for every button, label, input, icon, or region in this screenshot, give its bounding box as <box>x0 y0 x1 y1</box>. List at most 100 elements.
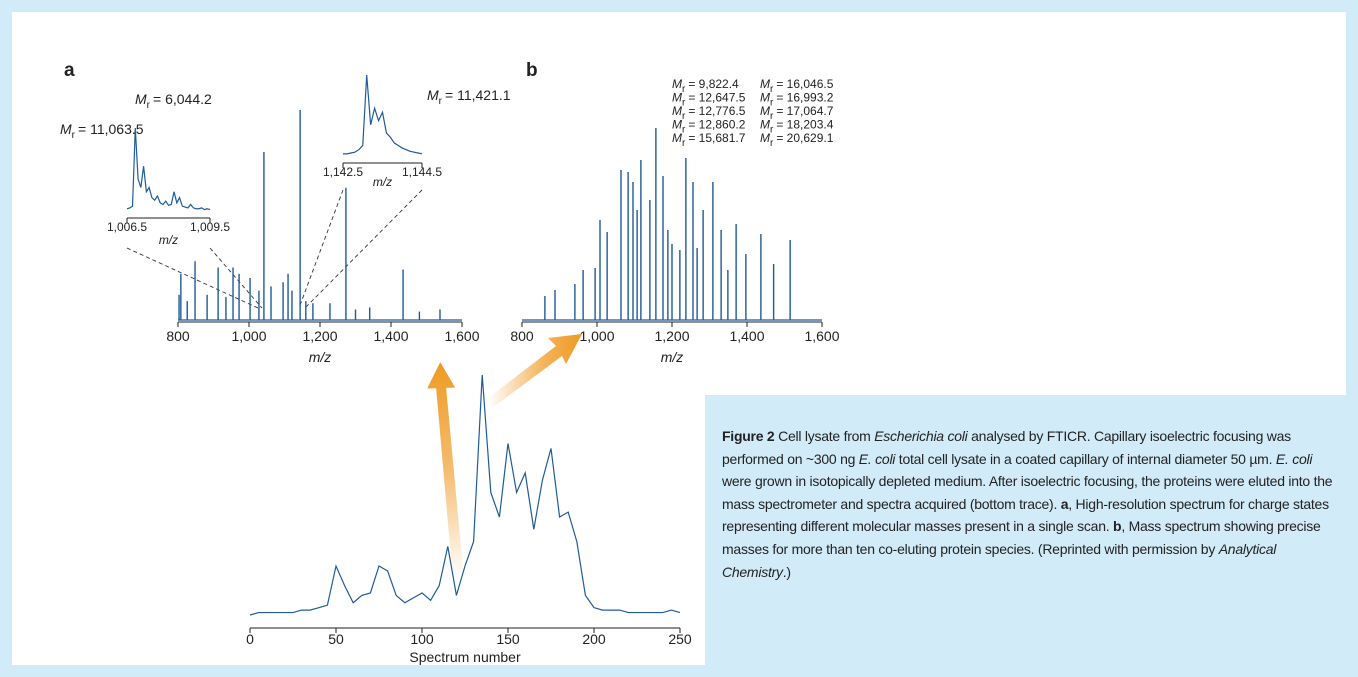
caption-run: .) <box>782 563 791 580</box>
mass-subscript: r <box>682 125 686 136</box>
mass-annotation: Mr = 15,681.7 <box>672 131 746 149</box>
mass-symbol: M <box>672 131 682 145</box>
inset-connectors <box>126 189 423 309</box>
mass-symbol: M <box>60 121 72 137</box>
mass-symbol: M <box>760 118 770 132</box>
mass-symbol: M <box>427 87 439 103</box>
mass-value: = 12,647.5 <box>688 91 745 105</box>
mass-subscript: r <box>147 100 151 111</box>
caption-box <box>705 395 1346 665</box>
mass-value: = 12,860.2 <box>688 118 745 132</box>
mass-value: = 20,629.1 <box>776 131 833 145</box>
mass-annotation: Mr = 11,421.1 <box>427 87 511 107</box>
mass-annotation: Mr = 17,064.7 <box>760 104 834 122</box>
mass-subscript: r <box>439 96 443 107</box>
mass-symbol: M <box>672 104 682 118</box>
connector-line <box>209 247 263 309</box>
mass-symbol: M <box>760 77 770 91</box>
caption-run: total cell lysate in a coated capillary … <box>895 450 1276 467</box>
x-axis-label: m/z <box>661 349 684 365</box>
mass-symbol: M <box>760 104 770 118</box>
mass-symbol: M <box>760 131 770 145</box>
arrows <box>427 334 582 578</box>
mass-annotation: Mr = 12,647.5 <box>672 91 746 109</box>
mass-subscript: r <box>770 138 774 149</box>
mass-value: = 9,822.4 <box>688 77 739 91</box>
x-tick-label: 1,600 <box>804 328 839 344</box>
x-tick-label: 1,144.5 <box>402 165 442 179</box>
mass-subscript: r <box>682 84 686 95</box>
x-tick-label: 0 <box>246 631 254 647</box>
caption-run: Cell lysate from <box>774 428 875 444</box>
x-axis-label: Spectrum number <box>409 649 521 665</box>
caption-run: , Mass spectrum showing precise masses f… <box>722 518 1321 557</box>
connector-line <box>126 247 259 309</box>
mass-value: = 6,044.2 <box>153 91 212 107</box>
x-tick-label: 1,142.5 <box>323 165 363 179</box>
mass-value: = 17,064.7 <box>776 104 833 118</box>
arrow-up <box>427 362 464 578</box>
mass-subscript: r <box>682 138 686 149</box>
mass-annotation: Mr = 6,044.2 <box>135 91 212 111</box>
mass-value: = 16,046.5 <box>776 77 833 91</box>
mass-subscript: r <box>770 125 774 136</box>
caption-run: , High-resolution spectrum for charge st… <box>722 495 1329 535</box>
x-tick-label: 1,006.5 <box>107 220 147 234</box>
mass-symbol: M <box>135 91 147 107</box>
caption-run: E. coli <box>858 450 896 467</box>
mass-symbol: M <box>672 77 682 91</box>
caption-run: were grown in isotopically depleted medi… <box>722 473 1333 512</box>
x-tick-label: 50 <box>328 631 344 647</box>
mass-annotation: Mr = 20,629.1 <box>760 131 834 149</box>
panel-label: a <box>64 60 75 81</box>
mass-value: = 11,063.5 <box>78 121 144 137</box>
mass-subscript: r <box>682 98 686 109</box>
mass-symbol: M <box>672 118 682 132</box>
arrow-right <box>488 334 582 408</box>
panel-label: b <box>526 60 538 81</box>
x-tick-label: 1,000 <box>231 328 266 344</box>
x-tick-label: 800 <box>510 328 534 344</box>
caption-run: Escherichia coli <box>874 428 968 444</box>
mass-symbol: M <box>672 91 682 105</box>
x-tick-label: 1,400 <box>729 328 764 344</box>
mass-symbol: M <box>760 91 770 105</box>
x-tick-label: 1,400 <box>373 328 408 344</box>
trace <box>126 127 211 211</box>
mass-subscript: r <box>770 111 774 122</box>
mass-value: = 18,203.4 <box>776 118 833 132</box>
x-tick-label: 800 <box>166 328 190 344</box>
mass-subscript: r <box>770 98 774 109</box>
mass-value: = 16,993.2 <box>776 91 833 105</box>
x-axis-label: m/z <box>159 233 178 247</box>
caption: Figure 2 Cell lysate from Escherichia co… <box>722 425 1334 583</box>
x-tick-label: 100 <box>410 631 434 647</box>
mass-value: = 11,421.1 <box>445 87 511 103</box>
caption-run: b <box>1113 518 1122 535</box>
mass-annotation: Mr = 16,046.5 <box>760 77 834 95</box>
x-tick-label: 1,000 <box>579 328 614 344</box>
caption-run: a <box>1060 495 1069 512</box>
caption-run: analysed by FTICR. Capillary isoelectric… <box>722 428 1291 467</box>
x-tick-label: 1,200 <box>654 328 689 344</box>
trace <box>343 74 423 155</box>
x-tick-label: 200 <box>582 631 606 647</box>
x-tick-label: 150 <box>496 631 520 647</box>
mass-annotation: Mr = 12,776.5 <box>672 104 746 122</box>
trace <box>249 374 681 616</box>
mass-value: = 12,776.5 <box>688 104 745 118</box>
mass-annotation: Mr = 11,063.5 <box>60 121 144 141</box>
x-axis-label: m/z <box>373 175 392 189</box>
x-tick-label: 1,600 <box>444 328 479 344</box>
mass-annotation: Mr = 12,860.2 <box>672 118 746 136</box>
mass-annotation: Mr = 18,203.4 <box>760 118 834 136</box>
caption-run: Figure 2 <box>722 428 775 444</box>
mass-annotation: Mr = 16,993.2 <box>760 91 834 109</box>
x-tick-label: 250 <box>668 631 692 647</box>
mass-value: = 15,681.7 <box>688 131 745 145</box>
mass-subscript: r <box>72 130 76 141</box>
caption-run: E. coli <box>1275 450 1313 467</box>
x-tick-label: 1,009.5 <box>190 220 230 234</box>
